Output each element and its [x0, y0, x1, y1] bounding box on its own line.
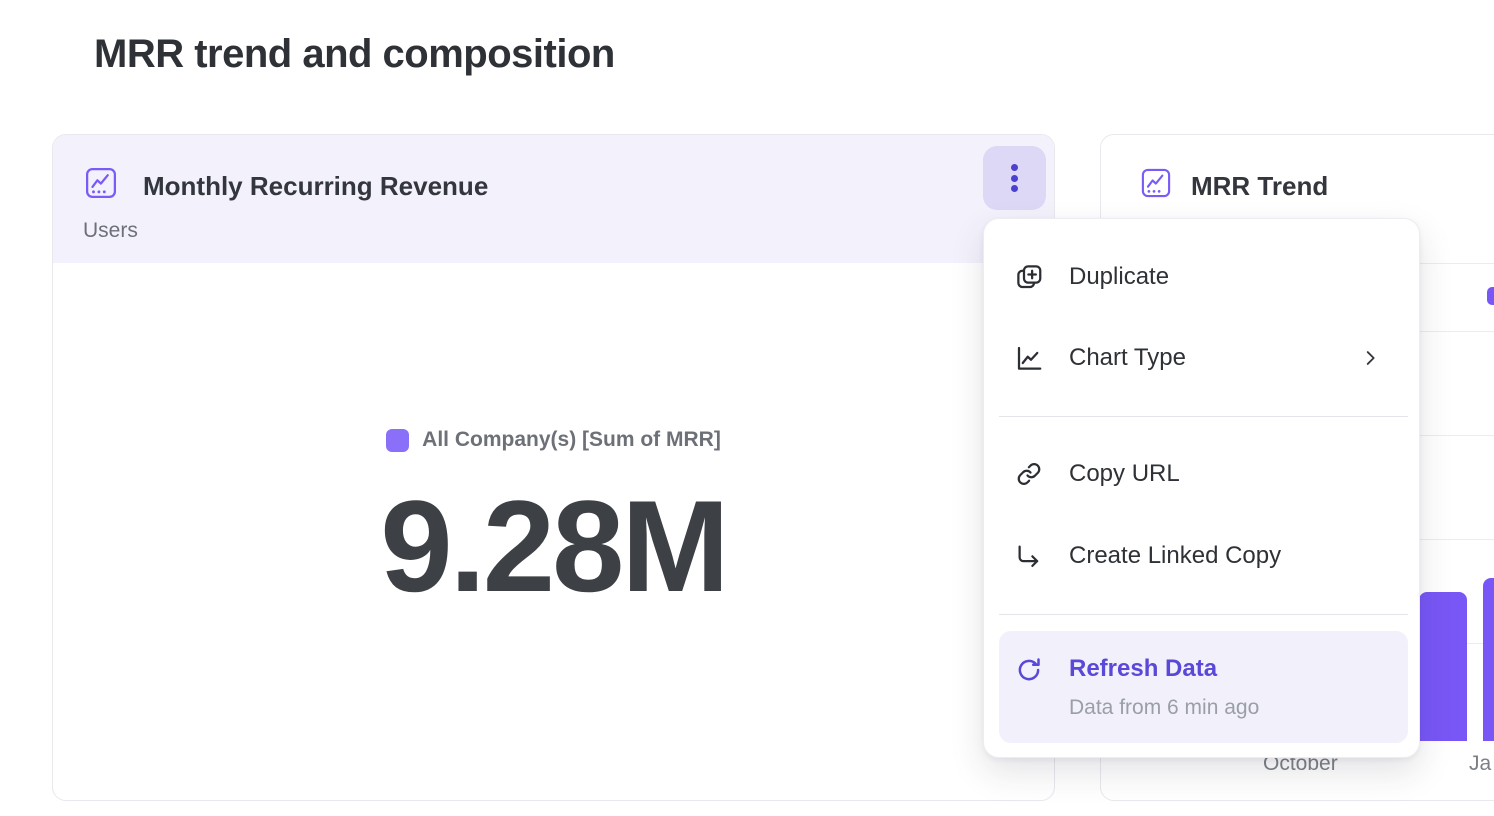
card-context-menu: Duplicate Chart Type Copy URL: [983, 218, 1420, 758]
bar-january[interactable]: [1483, 578, 1494, 741]
bar-october[interactable]: [1419, 592, 1467, 741]
menu-item-label: Copy URL: [1069, 460, 1180, 487]
metric-legend: All Company(s) [Sum of MRR]: [53, 428, 1054, 452]
page-title: MRR trend and composition: [94, 32, 615, 76]
menu-item-label: Chart Type: [1069, 344, 1186, 371]
chart-type-icon: [1014, 343, 1044, 373]
chart-icon: [83, 165, 119, 201]
menu-item-copy-url[interactable]: Copy URL: [984, 446, 1419, 502]
chart-icon: [1139, 166, 1173, 200]
legend-label: All Company(s) [Sum of MRR]: [422, 428, 721, 451]
menu-item-chart-type[interactable]: Chart Type: [984, 330, 1419, 386]
menu-item-duplicate[interactable]: Duplicate: [984, 249, 1419, 305]
chevron-right-icon: [1359, 347, 1381, 369]
menu-item-label: Duplicate: [1069, 263, 1170, 290]
kebab-menu-icon: [1011, 164, 1018, 171]
trend-card-title: MRR Trend: [1191, 171, 1329, 201]
legend-swatch: [386, 428, 410, 452]
menu-divider: [999, 416, 1408, 417]
card-options-button[interactable]: [983, 146, 1046, 210]
menu-divider: [999, 614, 1408, 615]
mrr-card-header: Monthly Recurring Revenue Users: [53, 135, 1054, 263]
refresh-data-sublabel: Data from 6 min ago: [1069, 696, 1260, 719]
refresh-icon: [1014, 655, 1044, 685]
menu-item-label: Create Linked Copy: [1069, 542, 1282, 569]
menu-item-refresh-data[interactable]: Refresh Data Data from 6 min ago: [999, 631, 1408, 743]
mrr-card-title: Monthly Recurring Revenue: [143, 171, 489, 201]
x-tick-january: Ja: [1469, 752, 1492, 775]
mrr-card-subtitle: Users: [83, 219, 138, 242]
linked-copy-icon: [1014, 541, 1044, 571]
menu-item-create-linked-copy[interactable]: Create Linked Copy: [984, 528, 1419, 584]
link-icon: [1014, 459, 1044, 489]
metric-value: 9.28M: [380, 473, 729, 619]
mrr-card: Monthly Recurring Revenue Users All Comp…: [52, 134, 1055, 801]
duplicate-icon: [1014, 262, 1044, 292]
refresh-data-label: Refresh Data: [1069, 655, 1218, 682]
trend-legend-swatch: [1487, 287, 1494, 305]
